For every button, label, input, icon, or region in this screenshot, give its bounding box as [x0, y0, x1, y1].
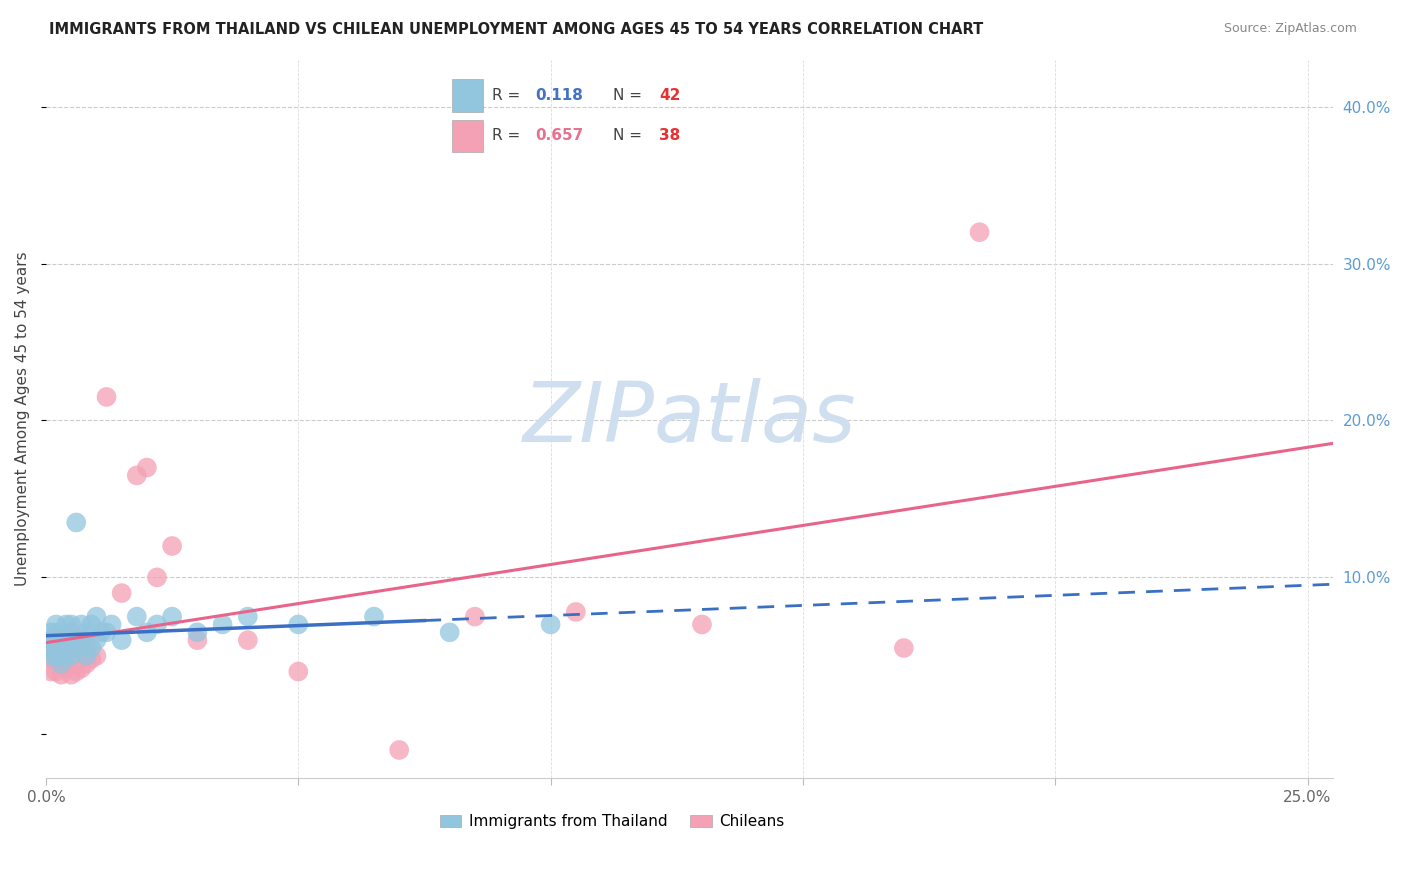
Point	[96, 390, 118, 404]
Point	[45, 633, 67, 648]
Point	[65, 665, 87, 679]
Point	[186, 633, 208, 648]
Point	[86, 648, 108, 663]
Point	[86, 609, 108, 624]
Point	[135, 625, 157, 640]
Point	[90, 625, 112, 640]
Point	[55, 633, 77, 648]
Point	[75, 636, 97, 650]
Point	[49, 640, 72, 655]
Text: IMMIGRANTS FROM THAILAND VS CHILEAN UNEMPLOYMENT AMONG AGES 45 TO 54 YEARS CORRE: IMMIGRANTS FROM THAILAND VS CHILEAN UNEM…	[49, 22, 983, 37]
Point	[80, 640, 103, 655]
Text: 42: 42	[659, 88, 681, 103]
Point	[60, 633, 83, 648]
Point	[39, 633, 62, 648]
Point	[211, 617, 233, 632]
Point	[125, 609, 148, 624]
Point	[160, 609, 183, 624]
Text: 0.657: 0.657	[536, 128, 583, 143]
Point	[65, 640, 87, 655]
Point	[80, 617, 103, 632]
Point	[565, 605, 588, 619]
Point	[45, 617, 67, 632]
Text: R =: R =	[492, 128, 526, 143]
Text: N =: N =	[613, 128, 647, 143]
Point	[75, 648, 97, 663]
Point	[39, 652, 62, 666]
Point	[86, 633, 108, 648]
Point	[60, 617, 83, 632]
Point	[287, 665, 309, 679]
Text: Source: ZipAtlas.com: Source: ZipAtlas.com	[1223, 22, 1357, 36]
Point	[39, 665, 62, 679]
Point	[388, 743, 411, 757]
Text: N =: N =	[613, 88, 647, 103]
Point	[49, 633, 72, 648]
Point	[96, 625, 118, 640]
Point	[45, 648, 67, 663]
Point	[160, 539, 183, 553]
Point	[135, 460, 157, 475]
Point	[439, 625, 461, 640]
Point	[690, 617, 713, 632]
Point	[60, 625, 83, 640]
Point	[45, 648, 67, 663]
Point	[49, 648, 72, 663]
Point	[45, 625, 67, 640]
Point	[49, 625, 72, 640]
Point	[39, 640, 62, 655]
Point	[65, 633, 87, 648]
Point	[236, 609, 259, 624]
Point	[39, 640, 62, 655]
Point	[70, 617, 93, 632]
Point	[49, 667, 72, 681]
Point	[45, 665, 67, 679]
Text: R =: R =	[492, 88, 526, 103]
Point	[55, 617, 77, 632]
Point	[100, 617, 122, 632]
Point	[55, 648, 77, 663]
Point	[39, 625, 62, 640]
Point	[55, 661, 77, 675]
Point	[45, 640, 67, 655]
Point	[186, 625, 208, 640]
Y-axis label: Unemployment Among Ages 45 to 54 years: Unemployment Among Ages 45 to 54 years	[15, 252, 30, 586]
Point	[125, 468, 148, 483]
Point	[893, 640, 915, 655]
Point	[60, 648, 83, 663]
Point	[39, 648, 62, 663]
Point	[363, 609, 385, 624]
Point	[111, 586, 134, 600]
Point	[70, 640, 93, 655]
Point	[540, 617, 562, 632]
Legend: Immigrants from Thailand, Chileans: Immigrants from Thailand, Chileans	[433, 808, 790, 835]
Point	[80, 652, 103, 666]
Point	[969, 225, 991, 239]
FancyBboxPatch shape	[453, 79, 484, 112]
Point	[464, 609, 486, 624]
Point	[70, 633, 93, 648]
Point	[146, 570, 169, 584]
Point	[75, 657, 97, 671]
Point	[70, 661, 93, 675]
Point	[55, 640, 77, 655]
Point	[39, 633, 62, 648]
Text: 38: 38	[659, 128, 681, 143]
Point	[236, 633, 259, 648]
Point	[60, 667, 83, 681]
Point	[49, 657, 72, 671]
Point	[75, 625, 97, 640]
Text: ZIPatlas: ZIPatlas	[523, 378, 856, 459]
Text: 0.118: 0.118	[536, 88, 583, 103]
FancyBboxPatch shape	[453, 120, 484, 152]
Point	[146, 617, 169, 632]
Point	[111, 633, 134, 648]
Point	[287, 617, 309, 632]
Point	[60, 648, 83, 663]
Point	[65, 516, 87, 530]
